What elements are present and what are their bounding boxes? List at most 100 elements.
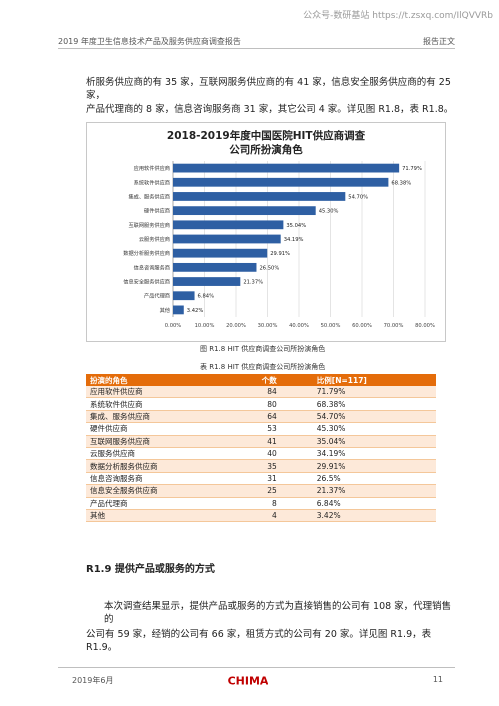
table-cell: 25 — [226, 484, 295, 498]
bar — [173, 262, 257, 272]
table-cell: 80 — [226, 397, 295, 411]
value-label: 45.30% — [319, 209, 339, 215]
header-title: 2019 年度卫生信息技术产品及服务供应商调查报告 — [58, 37, 241, 46]
table-row: 信息安全服务供应商 25 21.37% — [86, 484, 436, 498]
footer-date: 2019年6月 — [72, 676, 114, 685]
table-cell: 35 — [226, 459, 295, 473]
x-tick-label: 80.00% — [415, 323, 435, 329]
bar — [173, 206, 316, 216]
value-label: 35.04% — [286, 223, 306, 229]
table-row: 其他 4 3.42% — [86, 509, 436, 523]
page-header: 2019 年度卫生信息技术产品及服务供应商调查报告 报告正文 — [58, 36, 455, 49]
table-cell: 71.79% — [294, 386, 436, 399]
table-cell: 应用软件供应商 — [86, 386, 227, 399]
category-label: 云服务供应商 — [139, 235, 170, 243]
x-tick-label: 20.00% — [226, 323, 246, 329]
table-cell: 64 — [226, 410, 295, 424]
x-tick-label: 60.00% — [352, 323, 372, 329]
table-cell: 6.84% — [294, 497, 436, 510]
value-label: 26.50% — [259, 265, 279, 271]
category-label: 集成、服务供应商 — [128, 192, 170, 200]
category-label: 硬件供应商 — [144, 207, 170, 215]
table-cell: 硬件供应商 — [86, 422, 227, 436]
header-section: 报告正文 — [423, 37, 455, 46]
table-cell: 信息咨询服务商 — [86, 472, 227, 486]
value-label: 3.42% — [187, 308, 204, 314]
table-cell: 54.70% — [294, 410, 436, 424]
page-number: 11 — [432, 675, 443, 684]
category-label: 信息咨询服务商 — [134, 263, 170, 271]
table-cell: 产品代理商 — [86, 497, 227, 510]
table-cell: 3.42% — [294, 509, 436, 523]
table-row: 硬件供应商 53 45.30% — [86, 422, 436, 436]
category-label: 其他 — [160, 306, 170, 314]
table-cell: 集成、服务供应商 — [86, 410, 227, 424]
table-row: 互联网服务供应商 41 35.04% — [86, 435, 436, 448]
logo-text: CHIMA — [228, 675, 268, 688]
value-label: 68.38% — [391, 180, 411, 186]
category-label: 互联网服务供应商 — [128, 221, 170, 229]
section-title: R1.9 提供产品或服务的方式 — [86, 564, 215, 575]
table-cell: 29.91% — [294, 459, 436, 473]
bar — [173, 277, 241, 286]
chima-logo: CHIMA — [228, 675, 268, 688]
table-cell: 数据分析服务供应商 — [86, 459, 227, 473]
x-tick-label: 30.00% — [258, 323, 278, 329]
table-row: 数据分析服务供应商 35 29.91% — [86, 459, 436, 473]
value-label: 71.79% — [402, 166, 422, 172]
bar — [173, 220, 284, 230]
chart-svg: 2018-2019年度中国医院HIT供应商调查 公司所扮演角色 0.00% 10.… — [123, 129, 435, 329]
table-cell: 21.37% — [294, 484, 436, 498]
paragraph-line: 公司有 59 家，经销的公司有 66 家，租赁方式的公司有 20 家。详见图 R… — [86, 629, 432, 653]
value-label: 6.84% — [198, 294, 215, 300]
x-tick-label: 0.00% — [165, 323, 182, 329]
table-row: 云服务供应商 40 34.19% — [86, 447, 436, 461]
table-cell: 53 — [226, 422, 295, 436]
bar — [173, 291, 195, 301]
footer-divider — [58, 667, 455, 668]
paragraph-line: 本次调查结果显示，提供产品或服务的方式为直接销售的公司有 108 家，代理销售的 — [104, 601, 452, 625]
table-cell: 68.38% — [294, 397, 436, 411]
table-cell: 40 — [226, 447, 295, 461]
x-tick-label: 50.00% — [321, 323, 341, 329]
value-label: 21.37% — [243, 280, 263, 286]
x-tick-label: 10.00% — [195, 323, 215, 329]
figure-caption: 图 R1.8 HIT 供应商调查公司所扮演角色 — [200, 345, 326, 353]
table-cell: 26.5% — [294, 472, 436, 486]
table-cell: 其他 — [86, 509, 227, 523]
category-label: 数据分析服务供应商 — [123, 249, 170, 257]
bar — [173, 305, 184, 315]
watermark-text: 公众号-数研基站 https://t.zsxq.com/IlQVVRb — [303, 11, 493, 21]
category-label: 信息安全服务供应商 — [123, 278, 170, 286]
table-caption: 表 R1.8 HIT 供应商调查公司所扮演角色 — [200, 363, 326, 371]
table-cell: 云服务供应商 — [86, 447, 227, 461]
paragraph-line: 析服务供应商的有 35 家，互联网服务供应商的有 41 家，信息安全服务供应商的… — [86, 77, 451, 101]
table-cell: 41 — [226, 435, 295, 448]
table-header-cell: 个数 — [226, 374, 295, 386]
chart-bars — [173, 163, 400, 315]
chart-title-line2: 公司所扮演角色 — [229, 143, 303, 156]
roles-table: 扮演的角色 个数 比例[N=117] 应用软件供应商 84 71.79% 系统软件供… — [86, 374, 436, 523]
x-tick-label: 70.00% — [384, 323, 404, 329]
table-cell: 34.19% — [294, 447, 436, 461]
chart-grid — [172, 161, 426, 317]
table-row: 应用软件供应商 84 71.79% — [86, 386, 436, 399]
table-cell: 信息安全服务供应商 — [86, 484, 227, 498]
category-label: 产品代理商 — [144, 292, 170, 300]
table-row: 集成、服务供应商 64 54.70% — [86, 410, 436, 424]
value-label: 34.19% — [284, 237, 304, 243]
table-cell: 4 — [226, 509, 295, 523]
table-cell: 系统软件供应商 — [86, 397, 227, 411]
bar — [173, 248, 268, 258]
table-cell: 8 — [226, 497, 295, 510]
paragraph-line: 产品代理商的 8 家，信息咨询服务商 31 家，其它公司 4 家。详见图 R1.… — [86, 104, 454, 115]
category-label: 系统软件供应商 — [134, 178, 170, 186]
bar — [173, 234, 281, 244]
table-header-row: 扮演的角色 个数 比例[N=117] — [86, 374, 436, 386]
bar — [173, 192, 346, 201]
x-tick-label: 40.00% — [289, 323, 309, 329]
chart-title-line1: 2018-2019年度中国医院HIT供应商调查 — [167, 129, 366, 142]
category-label: 应用软件供应商 — [134, 164, 170, 172]
table-cell: 31 — [226, 472, 295, 486]
chart-labels: 0.00% 10.00% 20.00% 30.00% 40.00% 50.00% 60.00… — [123, 164, 435, 329]
